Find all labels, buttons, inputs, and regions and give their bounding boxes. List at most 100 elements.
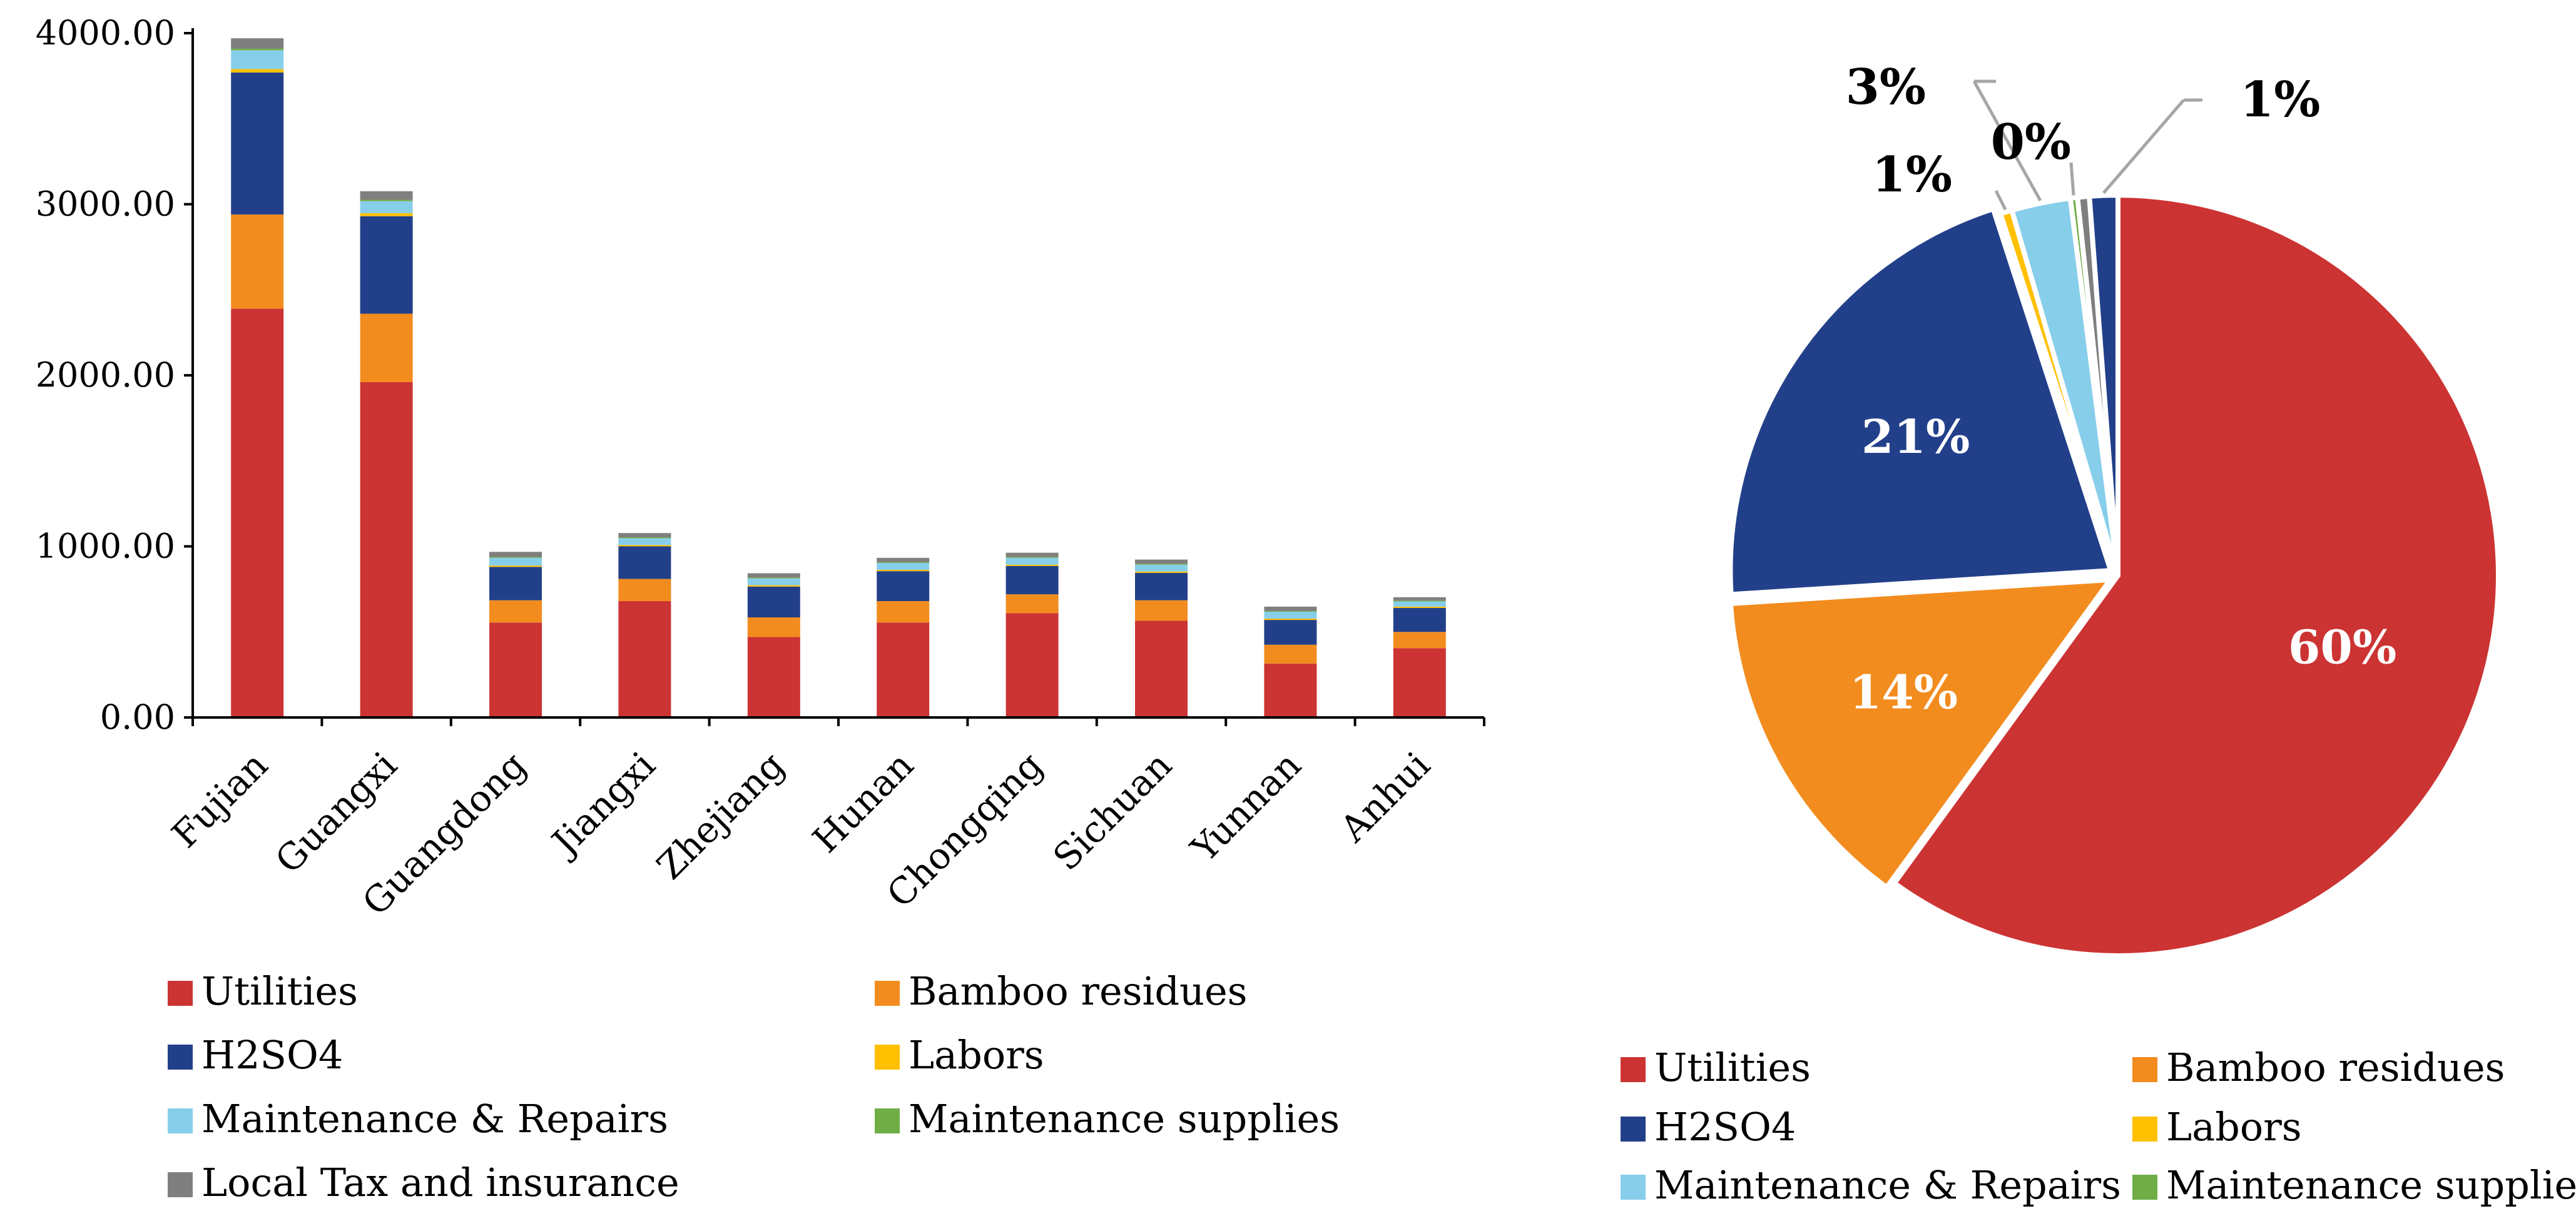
bar-segment-chongqing-bamboo-residues	[1005, 594, 1059, 614]
bar-segment-guangdong-labors	[489, 565, 542, 567]
bar-segment-fujian-maintenance-and-repairs	[231, 50, 284, 69]
bar-segment-guangdong-bamboo-residues	[489, 600, 542, 623]
legend-label-maintenance-supplies: Maintenance supplies	[2166, 1162, 2576, 1208]
legend-label-bamboo-residues: Bamboo residues	[909, 968, 1247, 1014]
bar-legend: Utilities Bamboo residues H2SO4 Labors Maint…	[168, 968, 1340, 1205]
bar-segment-fujian-utilities	[231, 308, 284, 718]
bar-segment-yunnan-maintenance-supplies	[1264, 610, 1317, 612]
y-tick-label: 2000.00	[36, 355, 175, 395]
legend-swatch-utilities	[1621, 1057, 1646, 1082]
legend-swatch-local-tax-and-insurance	[168, 1172, 193, 1197]
bar-segment-zhejiang-local-tax-and-insurance	[747, 573, 800, 578]
bar-axes	[191, 28, 1485, 726]
pie-leader-line	[2069, 162, 2075, 196]
bar-segment-sichuan-bamboo-residues	[1135, 600, 1188, 621]
pie-label-maintenance-supplies: 0%	[1991, 114, 2071, 171]
bar-segment-chongqing-maintenance-and-repairs	[1005, 557, 1059, 565]
bar-segment-guangdong-utilities	[489, 622, 542, 717]
bar-segment-hunan-maintenance-supplies	[877, 562, 930, 564]
bar-segment-chongqing-utilities	[1005, 613, 1059, 717]
bar-segment-anhui-local-tax-and-insurance	[1393, 597, 1446, 601]
bar-segment-guangdong-h2so4	[489, 567, 542, 600]
bar-segment-chongqing-h2so4	[1005, 565, 1059, 595]
stacked-bar-chart: 0.00 1000.00 2000.00 3000.00 4000.00 FujianG…	[36, 13, 1485, 1205]
bar-segment-yunnan-maintenance-and-repairs	[1264, 611, 1317, 619]
pie-label-h2so4-second-portion: 1%	[2240, 71, 2320, 128]
bar-segment-hunan-h2so4	[877, 571, 930, 602]
bar-segment-chongqing-labors	[1005, 564, 1059, 566]
bar-segment-yunnan-h2so4	[1264, 620, 1317, 645]
bar-segment-yunnan-labors	[1264, 618, 1317, 621]
legend-swatch-h2so4	[1621, 1117, 1646, 1142]
pie-label-bamboo-residues: 14%	[1850, 666, 1958, 719]
bar-segment-sichuan-local-tax-and-insurance	[1135, 559, 1188, 564]
bar-segment-zhejiang-labors	[747, 585, 800, 587]
bar-segment-yunnan-bamboo-residues	[1264, 644, 1317, 664]
bar-segment-guangxi-utilities	[360, 382, 413, 717]
x-category-label: Sichuan	[1045, 744, 1180, 879]
bar-segment-jiangxi-labors	[618, 545, 671, 547]
legend-label-maintenance-supplies: Maintenance supplies	[909, 1096, 1340, 1142]
pie-labels: 60% 14% 21% 1% 3% 0% 1%	[1846, 59, 2397, 719]
bar-segment-guangxi-local-tax-and-insurance	[360, 191, 413, 200]
pie-label-labors: 1%	[1872, 146, 1952, 203]
legend-swatch-maintenance-and-repairs	[1621, 1175, 1646, 1200]
bar-segment-anhui-maintenance-supplies	[1393, 600, 1446, 602]
pie-legend: Utilities Bamboo residues H2SO4 Labors Maint…	[1621, 1045, 2576, 1208]
pie-slice-h2so4-second-portion	[2087, 193, 2120, 578]
pie-label-h2so4: 21%	[1861, 410, 1970, 464]
bar-segment-zhejiang-bamboo-residues	[747, 617, 800, 637]
bar-segment-zhejiang-h2so4	[747, 586, 800, 618]
legend-swatch-utilities	[168, 981, 193, 1006]
bar-segment-jiangxi-local-tax-and-insurance	[618, 533, 671, 538]
bar-segment-guangxi-bamboo-residues	[360, 313, 413, 382]
bar-y-axis-ticks: 0.00 1000.00 2000.00 3000.00 4000.00	[36, 13, 193, 737]
y-tick-label: 3000.00	[36, 185, 175, 224]
pie-chart: 60% 14% 21% 1% 3% 0% 1% Utilities Bamboo residu…	[1621, 59, 2576, 1208]
legend-label-maintenance-and-repairs: Maintenance & Repairs	[201, 1096, 668, 1142]
x-category-label: Guangxi	[267, 744, 405, 882]
bar-segment-jiangxi-bamboo-residues	[618, 579, 671, 602]
legend-label-utilities: Utilities	[1654, 1045, 1811, 1090]
pie-label-utilities: 60%	[2288, 621, 2396, 674]
bar-segment-fujian-bamboo-residues	[231, 214, 284, 309]
bar-segment-guangxi-maintenance-and-repairs	[360, 201, 413, 213]
legend-label-h2so4: H2SO4	[201, 1032, 343, 1078]
bar-segment-sichuan-utilities	[1135, 621, 1188, 717]
bar-segment-hunan-labors	[877, 569, 930, 572]
bar-segment-jiangxi-utilities	[618, 601, 671, 717]
bar-segment-anhui-labors	[1393, 606, 1446, 608]
bar-segment-hunan-local-tax-and-insurance	[877, 557, 930, 562]
bar-segment-guangdong-maintenance-and-repairs	[489, 557, 542, 566]
legend-swatch-labors	[2132, 1117, 2157, 1142]
y-tick-label: 0.00	[100, 697, 175, 737]
bar-segment-zhejiang-maintenance-supplies	[747, 577, 800, 579]
bar-segment-anhui-bamboo-residues	[1393, 632, 1446, 649]
x-category-label: Fujian	[163, 744, 276, 856]
legend-label-bamboo-residues: Bamboo residues	[2166, 1045, 2505, 1090]
bar-segment-fujian-h2so4	[231, 72, 284, 215]
pie-label-maintenance-and-repairs: 3%	[1846, 59, 1926, 116]
bar-segment-zhejiang-utilities	[747, 637, 800, 717]
x-category-label: Jiangxi	[542, 744, 664, 866]
legend-label-h2so4: H2SO4	[1654, 1104, 1796, 1150]
pie-slice-bamboo-residues	[1728, 577, 2113, 890]
legend-label-labors: Labors	[2166, 1104, 2302, 1150]
legend-swatch-maintenance-supplies	[2132, 1175, 2157, 1200]
bar-segment-zhejiang-maintenance-and-repairs	[747, 578, 800, 585]
x-category-label: Anhui	[1331, 744, 1438, 851]
x-category-label: Zhejiang	[648, 744, 792, 888]
bar-segment-yunnan-local-tax-and-insurance	[1264, 606, 1317, 611]
bar-segment-guangxi-labors	[360, 213, 413, 216]
legend-swatch-labors	[875, 1045, 900, 1070]
legend-label-utilities: Utilities	[201, 968, 358, 1014]
legend-swatch-maintenance-supplies	[875, 1108, 900, 1133]
bar-segment-anhui-maintenance-and-repairs	[1393, 601, 1446, 607]
pie-leader-line	[2102, 99, 2185, 195]
pie-slice-h2so4	[1728, 206, 2114, 597]
bar-segment-anhui-utilities	[1393, 648, 1446, 717]
bar-segment-hunan-maintenance-and-repairs	[877, 563, 930, 570]
bar-segment-guangxi-h2so4	[360, 216, 413, 314]
